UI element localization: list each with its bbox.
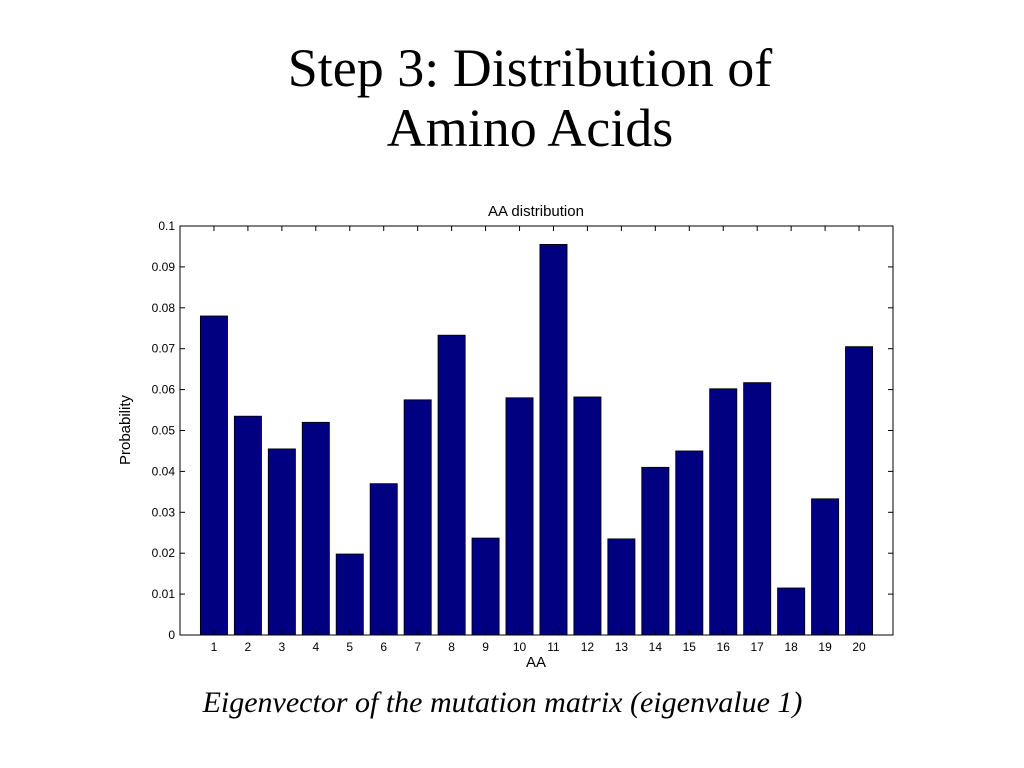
- bar-6: [369, 483, 398, 636]
- x-tick-label-3: 3: [279, 640, 286, 654]
- slide-title-line-2: Amino Acids: [386, 98, 674, 158]
- slide-title: Step 3: Distribution of Amino Acids: [0, 38, 1024, 158]
- x-tick-label-5: 5: [346, 640, 353, 654]
- y-tick-label-0.07: 0.07: [152, 342, 176, 356]
- bar-19: [811, 498, 840, 636]
- y-tick-label-0.09: 0.09: [152, 260, 176, 274]
- chart-title: AA distribution: [488, 203, 584, 220]
- x-tick-label-16: 16: [717, 640, 731, 654]
- bar-4: [301, 421, 330, 636]
- bar-3: [267, 448, 296, 636]
- bar-5: [335, 553, 364, 636]
- x-tick-label-8: 8: [448, 640, 455, 654]
- x-tick-label-9: 9: [482, 640, 489, 654]
- y-tick-label-0.02: 0.02: [152, 546, 176, 560]
- x-tick-label-10: 10: [513, 640, 527, 654]
- bar-18: [777, 587, 806, 636]
- y-tick-label-0.03: 0.03: [152, 505, 176, 519]
- bar-11: [539, 244, 568, 636]
- y-tick-label-0.06: 0.06: [152, 383, 176, 397]
- x-tick-label-11: 11: [547, 640, 560, 654]
- bar-9: [471, 537, 500, 636]
- bar-12: [573, 396, 602, 636]
- x-tick-label-14: 14: [649, 640, 663, 654]
- y-tick-label-0.01: 0.01: [152, 587, 176, 601]
- y-tick-label-0: 0: [168, 628, 175, 642]
- bar-14: [641, 466, 670, 636]
- bar-1: [199, 315, 228, 636]
- bar-10: [505, 397, 534, 636]
- x-tick-label-17: 17: [751, 640, 765, 654]
- x-tick-label-7: 7: [414, 640, 421, 654]
- bar-2: [233, 415, 262, 636]
- bar-16: [709, 388, 738, 636]
- y-tick-label-0.05: 0.05: [152, 424, 176, 438]
- bar-8: [437, 334, 466, 636]
- x-tick-label-15: 15: [683, 640, 697, 654]
- bar-13: [607, 538, 636, 636]
- bar-7: [403, 399, 432, 636]
- x-tick-label-20: 20: [852, 640, 866, 654]
- x-tick-label-4: 4: [312, 640, 319, 654]
- x-tick-label-1: 1: [211, 640, 218, 654]
- plot-frame: [179, 225, 894, 636]
- y-tick-label-0.1: 0.1: [158, 219, 175, 233]
- slide-title-line-1: Step 3: Distribution of: [287, 38, 773, 98]
- x-tick-label-12: 12: [581, 640, 595, 654]
- ticks-group: 1 2 3 4 5 6 7 8 9 10 11 12 13 14 15 16 17 18 19 2000.010.02…: [152, 219, 893, 654]
- x-tick-label-13: 13: [615, 640, 629, 654]
- bars-group: [199, 244, 874, 636]
- y-axis-label: Probability: [117, 394, 134, 465]
- bar-17: [743, 382, 772, 636]
- bar-20: [845, 346, 874, 636]
- x-tick-label-6: 6: [380, 640, 387, 654]
- caption: Eigenvector of the mutation matrix (eige…: [202, 686, 803, 719]
- x-tick-label-2: 2: [245, 640, 252, 654]
- y-tick-label-0.08: 0.08: [152, 301, 176, 315]
- y-tick-label-0.04: 0.04: [152, 464, 176, 478]
- x-tick-label-18: 18: [784, 640, 798, 654]
- x-tick-label-19: 19: [818, 640, 832, 654]
- x-axis-label: AA: [526, 654, 546, 671]
- bar-15: [675, 450, 704, 636]
